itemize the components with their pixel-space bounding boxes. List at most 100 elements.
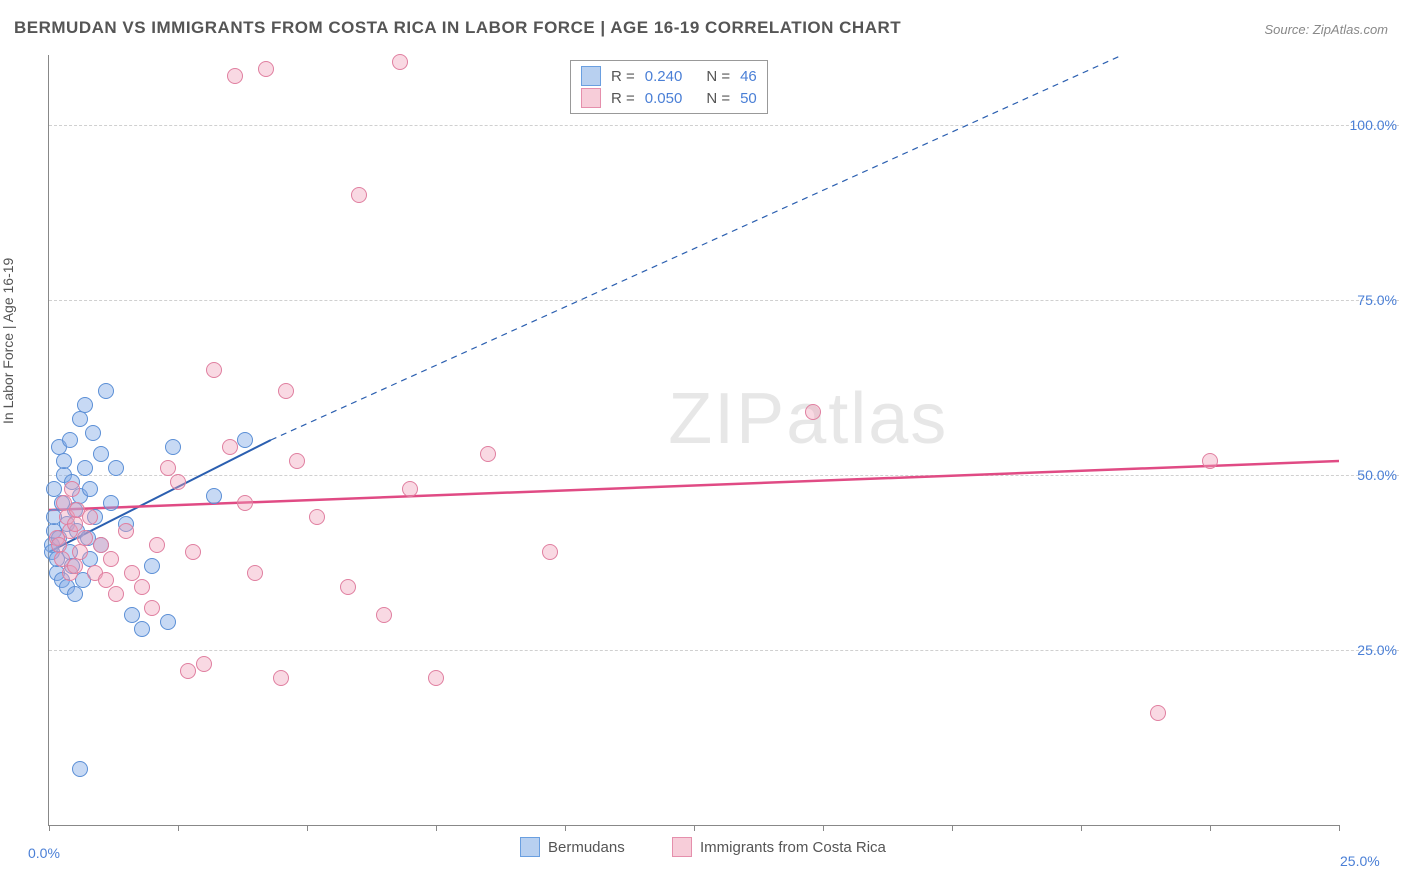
- legend-swatch: [581, 88, 601, 108]
- data-point: [149, 537, 165, 553]
- x-tick: [436, 825, 437, 831]
- legend-r-value: 0.240: [645, 68, 683, 85]
- data-point: [196, 656, 212, 672]
- gridline: [49, 475, 1399, 476]
- legend-r-value: 0.050: [645, 90, 683, 107]
- data-point: [108, 586, 124, 602]
- chart-title: BERMUDAN VS IMMIGRANTS FROM COSTA RICA I…: [14, 18, 901, 38]
- y-tick-label: 75.0%: [1342, 292, 1397, 308]
- data-point: [376, 607, 392, 623]
- x-tick: [1339, 825, 1340, 831]
- data-point: [103, 551, 119, 567]
- x-min-label: 0.0%: [28, 845, 60, 861]
- data-point: [103, 495, 119, 511]
- data-point: [278, 383, 294, 399]
- legend-swatch: [672, 837, 692, 857]
- data-point: [309, 509, 325, 525]
- data-point: [124, 607, 140, 623]
- data-point: [98, 383, 114, 399]
- data-point: [222, 439, 238, 455]
- legend-label: Immigrants from Costa Rica: [700, 839, 886, 856]
- data-point: [237, 495, 253, 511]
- data-point: [77, 397, 93, 413]
- data-point: [170, 474, 186, 490]
- data-point: [402, 481, 418, 497]
- x-tick: [565, 825, 566, 831]
- data-point: [206, 362, 222, 378]
- legend-swatch: [520, 837, 540, 857]
- data-point: [351, 187, 367, 203]
- data-point: [85, 425, 101, 441]
- legend-r-label: R =: [611, 68, 635, 85]
- data-point: [258, 61, 274, 77]
- data-point: [428, 670, 444, 686]
- data-point: [72, 411, 88, 427]
- data-point: [144, 558, 160, 574]
- legend-item: Immigrants from Costa Rica: [672, 837, 886, 857]
- data-point: [64, 481, 80, 497]
- data-point: [160, 614, 176, 630]
- data-point: [56, 453, 72, 469]
- data-point: [237, 432, 253, 448]
- data-point: [77, 530, 93, 546]
- data-point: [72, 544, 88, 560]
- data-point: [108, 460, 124, 476]
- x-tick: [694, 825, 695, 831]
- data-point: [93, 537, 109, 553]
- y-tick-label: 50.0%: [1342, 467, 1397, 483]
- x-tick: [307, 825, 308, 831]
- stats-legend-row: R = 0.050 N = 50: [581, 87, 757, 109]
- legend-n-label: N =: [706, 90, 730, 107]
- data-point: [185, 544, 201, 560]
- gridline: [49, 300, 1399, 301]
- gridline: [49, 125, 1399, 126]
- x-tick: [952, 825, 953, 831]
- legend-n-value: 50: [740, 90, 757, 107]
- data-point: [480, 446, 496, 462]
- x-tick: [1081, 825, 1082, 831]
- y-axis-label: In Labor Force | Age 16-19: [0, 258, 16, 424]
- x-tick: [1210, 825, 1211, 831]
- data-point: [340, 579, 356, 595]
- legend-r-label: R =: [611, 90, 635, 107]
- legend-n-value: 46: [740, 68, 757, 85]
- data-point: [72, 761, 88, 777]
- data-point: [67, 558, 83, 574]
- data-point: [134, 579, 150, 595]
- data-point: [227, 68, 243, 84]
- data-point: [82, 481, 98, 497]
- data-point: [93, 446, 109, 462]
- legend-item: Bermudans: [520, 837, 625, 857]
- watermark: ZIPatlas: [668, 378, 948, 460]
- data-point: [67, 586, 83, 602]
- data-point: [160, 460, 176, 476]
- stats-legend: R = 0.240 N = 46 R = 0.050 N = 50: [570, 60, 768, 114]
- data-point: [180, 663, 196, 679]
- plot-area: ZIPatlas 25.0%50.0%75.0%100.0%: [48, 55, 1339, 826]
- x-tick: [823, 825, 824, 831]
- stats-legend-row: R = 0.240 N = 46: [581, 65, 757, 87]
- data-point: [805, 404, 821, 420]
- data-point: [62, 432, 78, 448]
- data-point: [82, 509, 98, 525]
- data-point: [289, 453, 305, 469]
- data-point: [118, 523, 134, 539]
- data-point: [165, 439, 181, 455]
- data-point: [273, 670, 289, 686]
- data-point: [206, 488, 222, 504]
- data-point: [134, 621, 150, 637]
- data-point: [392, 54, 408, 70]
- data-point: [144, 600, 160, 616]
- data-point: [124, 565, 140, 581]
- legend-swatch: [581, 66, 601, 86]
- legend-label: Bermudans: [548, 839, 625, 856]
- x-tick: [49, 825, 50, 831]
- x-tick: [178, 825, 179, 831]
- legend-n-label: N =: [706, 68, 730, 85]
- data-point: [247, 565, 263, 581]
- data-point: [1150, 705, 1166, 721]
- data-point: [98, 572, 114, 588]
- y-tick-label: 25.0%: [1342, 642, 1397, 658]
- source-attribution: Source: ZipAtlas.com: [1264, 22, 1388, 37]
- gridline: [49, 650, 1399, 651]
